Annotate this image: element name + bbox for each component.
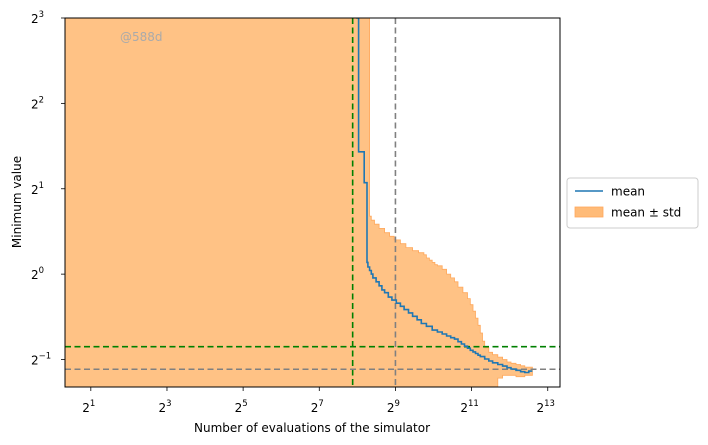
y-tick-label: 2−1 — [31, 352, 51, 368]
x-tick-exponent: 5 — [242, 399, 247, 409]
x-tick-exponent: 11 — [468, 399, 479, 409]
y-axis-label: Minimum value — [10, 156, 24, 248]
y-tick-label: 20 — [31, 266, 44, 282]
std-band-layer — [65, 18, 533, 387]
legend-std-swatch — [574, 206, 604, 218]
legend-mean-label: mean — [611, 185, 645, 199]
mean-line — [356, 18, 533, 374]
y-tick-exponent: 1 — [39, 181, 44, 191]
plot-area: @588d — [65, 18, 560, 387]
y-tick-label: 23 — [31, 10, 44, 26]
x-tick-exponent: 7 — [318, 399, 323, 409]
x-tick-exponent: 13 — [544, 399, 555, 409]
x-axis: 21 23 25 27 29 211 213 — [82, 387, 555, 415]
x-tick-exponent: 9 — [395, 399, 400, 409]
mean-line-layer — [356, 18, 533, 374]
x-tick-label: 21 — [82, 399, 95, 415]
x-axis-label: Number of evaluations of the simulator — [194, 421, 430, 435]
std-band-area — [65, 18, 533, 387]
y-tick-exponent: 2 — [39, 95, 44, 105]
legend: mean mean ± std — [566, 177, 699, 229]
y-tick-exponent: 0 — [39, 266, 44, 276]
x-tick-exponent: 1 — [90, 399, 95, 409]
plot-frame — [64, 17, 561, 388]
x-tick-exponent: 3 — [166, 399, 171, 409]
legend-std-label: mean ± std — [611, 206, 681, 220]
watermark: @588d — [120, 30, 163, 44]
x-tick-label: 29 — [387, 399, 400, 415]
x-tick-label: 23 — [158, 399, 171, 415]
y-tick-exponent: 3 — [39, 10, 44, 20]
x-tick-label: 25 — [235, 399, 248, 415]
x-tick-label: 27 — [311, 399, 324, 415]
x-tick-label: 213 — [537, 399, 555, 415]
y-tick-label: 21 — [31, 181, 44, 197]
x-tick-label: 211 — [460, 399, 478, 415]
y-tick-label: 22 — [31, 95, 44, 111]
y-tick-exponent: −1 — [39, 352, 52, 362]
reference-lines-layer — [65, 18, 560, 387]
